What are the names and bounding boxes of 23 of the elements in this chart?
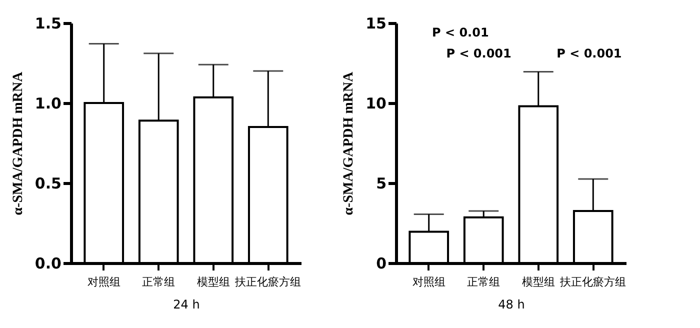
x-tick-label: 正常组 bbox=[467, 276, 500, 288]
annotation: P < 0.001 bbox=[446, 46, 512, 60]
y-tick-label: 15 bbox=[366, 14, 386, 32]
y-tick-label: 1.5 bbox=[34, 14, 62, 32]
x-axis-title: 24 h bbox=[173, 298, 200, 312]
x-tick-label: 正常组 bbox=[142, 276, 176, 288]
x-tick-label: 对照组 bbox=[412, 276, 446, 288]
annotation: P < 0.01 bbox=[432, 26, 489, 40]
annotation: P < 0.001 bbox=[556, 46, 622, 60]
y-tick-label: 5 bbox=[376, 174, 386, 192]
y-tick-label: 0.0 bbox=[34, 254, 62, 272]
x-axis-title: 48 h bbox=[498, 298, 525, 312]
x-tick-label: 模型组 bbox=[196, 276, 230, 288]
y-tick-label: 10 bbox=[366, 94, 386, 112]
y-tick-label: 1.0 bbox=[34, 94, 62, 112]
y-tick-label: 0.5 bbox=[34, 174, 62, 192]
x-tick-label: 对照组 bbox=[87, 276, 120, 288]
x-tick-label: 扶正化瘀方组 bbox=[559, 276, 626, 288]
y-axis-title: α-SMA/GAPDH mRNA bbox=[10, 70, 26, 216]
x-tick-label: 模型组 bbox=[522, 276, 555, 288]
y-tick-label: 0 bbox=[376, 254, 386, 272]
x-tick-label: 扶正化瘀方组 bbox=[234, 276, 302, 288]
y-axis-title: α-SMA/GAPDH mRNA bbox=[342, 70, 357, 216]
